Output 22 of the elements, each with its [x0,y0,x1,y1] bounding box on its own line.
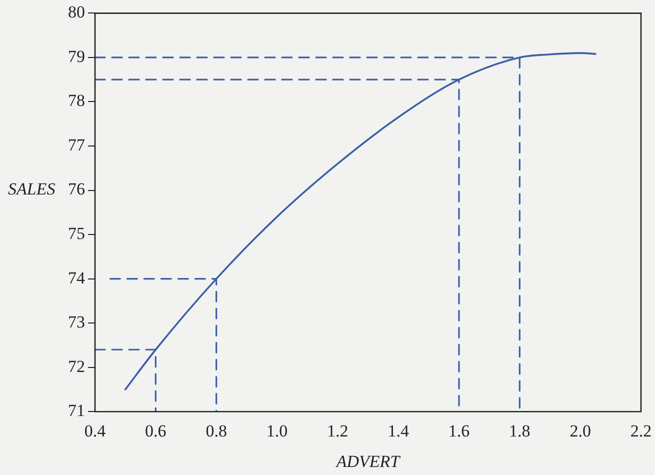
y-tick-label: 71 [68,401,85,420]
y-tick-label: 72 [68,356,85,376]
y-tick-label: 73 [68,312,85,332]
x-tick-label: 1.4 [388,421,410,440]
y-tick-label: 74 [68,268,86,288]
x-tick-label: 1.2 [327,421,348,440]
y-tick-label: 80 [68,2,85,22]
y-tick-label: 78 [68,91,85,110]
y-tick-label: 75 [68,224,85,243]
x-tick-label: 0.4 [84,421,106,440]
x-tick-label: 0.6 [145,421,166,440]
y-tick-label: 77 [68,135,86,154]
x-tick-label: 1.6 [448,421,470,440]
x-tick-label: 1.0 [266,421,288,440]
y-tick-label: 76 [68,180,85,199]
x-tick-label: 0.8 [206,421,227,440]
y-axis-title: SALES [8,180,56,199]
y-tick-label: 79 [68,46,85,66]
x-tick-label: 2.2 [630,421,652,440]
x-tick-label: 2.0 [570,421,591,440]
x-axis-title: ADVERT [335,452,402,471]
x-tick-label: 1.8 [509,421,530,440]
